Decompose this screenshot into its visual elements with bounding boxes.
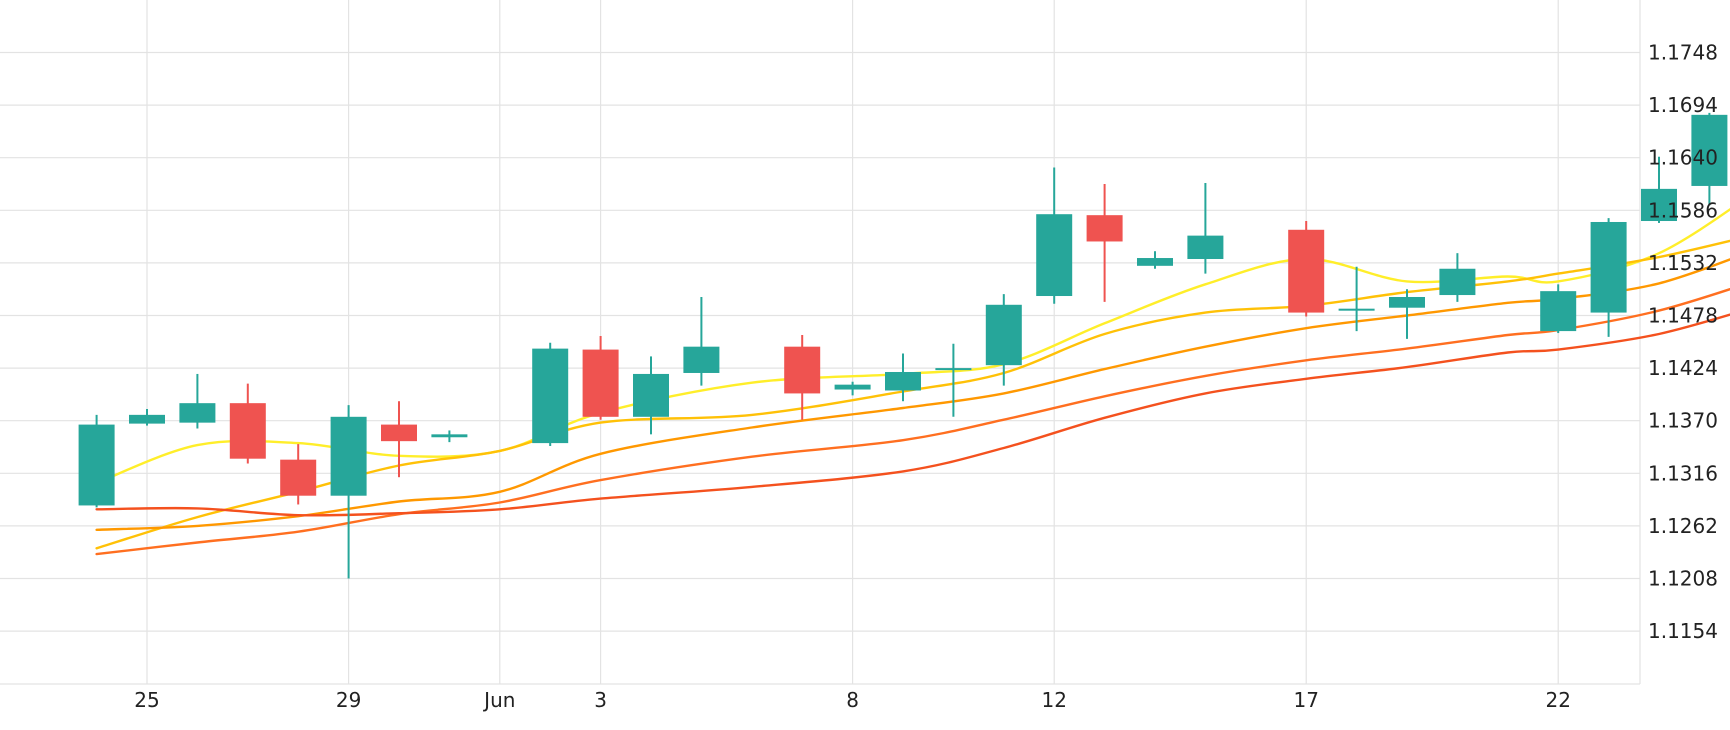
moving-average-line-4 <box>95 287 1730 556</box>
moving-average-line-1 <box>95 207 1730 485</box>
candle <box>985 294 1022 386</box>
y-axis-ticks: 1.1748 1.1694 1.1640 1.1586 1.1532 1.1478 1.14… <box>1648 41 1718 644</box>
candle <box>431 430 468 443</box>
candle <box>1641 156 1677 223</box>
y-tick-label: 1.1478 <box>1648 304 1718 328</box>
candle-body <box>1389 296 1425 308</box>
candle <box>1036 167 1073 304</box>
x-tick-label: 3 <box>594 688 607 712</box>
candle-body <box>431 434 468 438</box>
y-tick-label: 1.1424 <box>1648 356 1718 380</box>
candle-body <box>633 373 669 417</box>
candle-body <box>683 346 720 373</box>
x-tick-label: Jun <box>482 688 515 712</box>
candle-body <box>1137 258 1173 266</box>
candle <box>1540 284 1577 334</box>
x-axis-ticks: 2529Jun3812172226 <box>134 688 1571 712</box>
moving-average-layer <box>95 207 1730 556</box>
moving-average-line-3 <box>95 258 1730 531</box>
candle-body <box>1288 229 1325 313</box>
y-tick-label: 1.1694 <box>1648 93 1718 117</box>
y-tick-label: 1.1208 <box>1648 567 1718 591</box>
candle-body <box>1691 114 1728 186</box>
candle <box>1691 112 1728 206</box>
candle <box>179 373 216 429</box>
candle <box>1590 218 1627 337</box>
y-tick-label: 1.1316 <box>1648 461 1718 485</box>
candle <box>1288 221 1325 317</box>
x-tick-label: 17 <box>1293 688 1318 712</box>
candle <box>834 381 871 396</box>
candle-body <box>1590 221 1627 313</box>
y-tick-label: 1.1262 <box>1648 514 1718 538</box>
candle-body <box>1338 308 1375 311</box>
candle-body <box>935 368 972 371</box>
candle <box>330 405 367 579</box>
candle-body <box>78 424 115 506</box>
candle-body <box>1086 215 1123 242</box>
candle-body <box>229 403 266 459</box>
candle <box>532 342 569 447</box>
candle <box>633 356 669 435</box>
candle-body <box>784 346 821 394</box>
moving-average-line-5 <box>95 313 1730 517</box>
candle <box>381 401 417 478</box>
candle-body <box>1439 268 1476 296</box>
y-tick-label: 1.1586 <box>1648 198 1718 222</box>
candle <box>1187 183 1224 274</box>
y-tick-label: 1.1748 <box>1648 41 1718 65</box>
candle-body <box>532 348 569 444</box>
candle <box>129 409 165 426</box>
candle <box>1389 289 1425 339</box>
candle-body <box>1187 235 1224 260</box>
candle-body <box>280 459 317 496</box>
candle <box>1137 251 1173 269</box>
candle <box>885 353 921 402</box>
candle <box>1086 184 1123 302</box>
candle-body <box>582 349 619 417</box>
y-tick-label: 1.1640 <box>1648 146 1718 170</box>
grid-layer <box>0 0 1641 685</box>
x-tick-label: 12 <box>1041 688 1066 712</box>
candle-body <box>129 414 165 424</box>
x-tick-label: 25 <box>134 688 159 712</box>
candle <box>683 296 720 386</box>
y-tick-label: 1.1532 <box>1648 251 1718 275</box>
candle-body <box>179 403 216 423</box>
candle-body <box>1036 214 1073 297</box>
candle <box>582 335 619 420</box>
candle <box>784 334 821 420</box>
candle-body <box>381 424 417 442</box>
x-tick-label: 8 <box>846 688 859 712</box>
candle-body <box>330 416 367 496</box>
moving-average-line-2 <box>95 239 1730 550</box>
x-tick-label: 29 <box>336 688 361 712</box>
candle-body <box>985 304 1022 366</box>
x-tick-label: 22 <box>1545 688 1570 712</box>
candle <box>78 414 115 508</box>
candle <box>935 343 972 417</box>
candle-body <box>1641 188 1677 222</box>
candle <box>229 383 266 464</box>
candle-body <box>1540 291 1577 332</box>
y-tick-label: 1.1370 <box>1648 409 1718 433</box>
candle <box>280 444 317 505</box>
candle-body <box>834 384 871 390</box>
candle <box>1338 266 1375 332</box>
candle <box>1439 253 1476 302</box>
y-tick-label: 1.1154 <box>1648 619 1718 643</box>
candle-layer <box>78 112 1728 579</box>
candle-body <box>885 371 921 391</box>
